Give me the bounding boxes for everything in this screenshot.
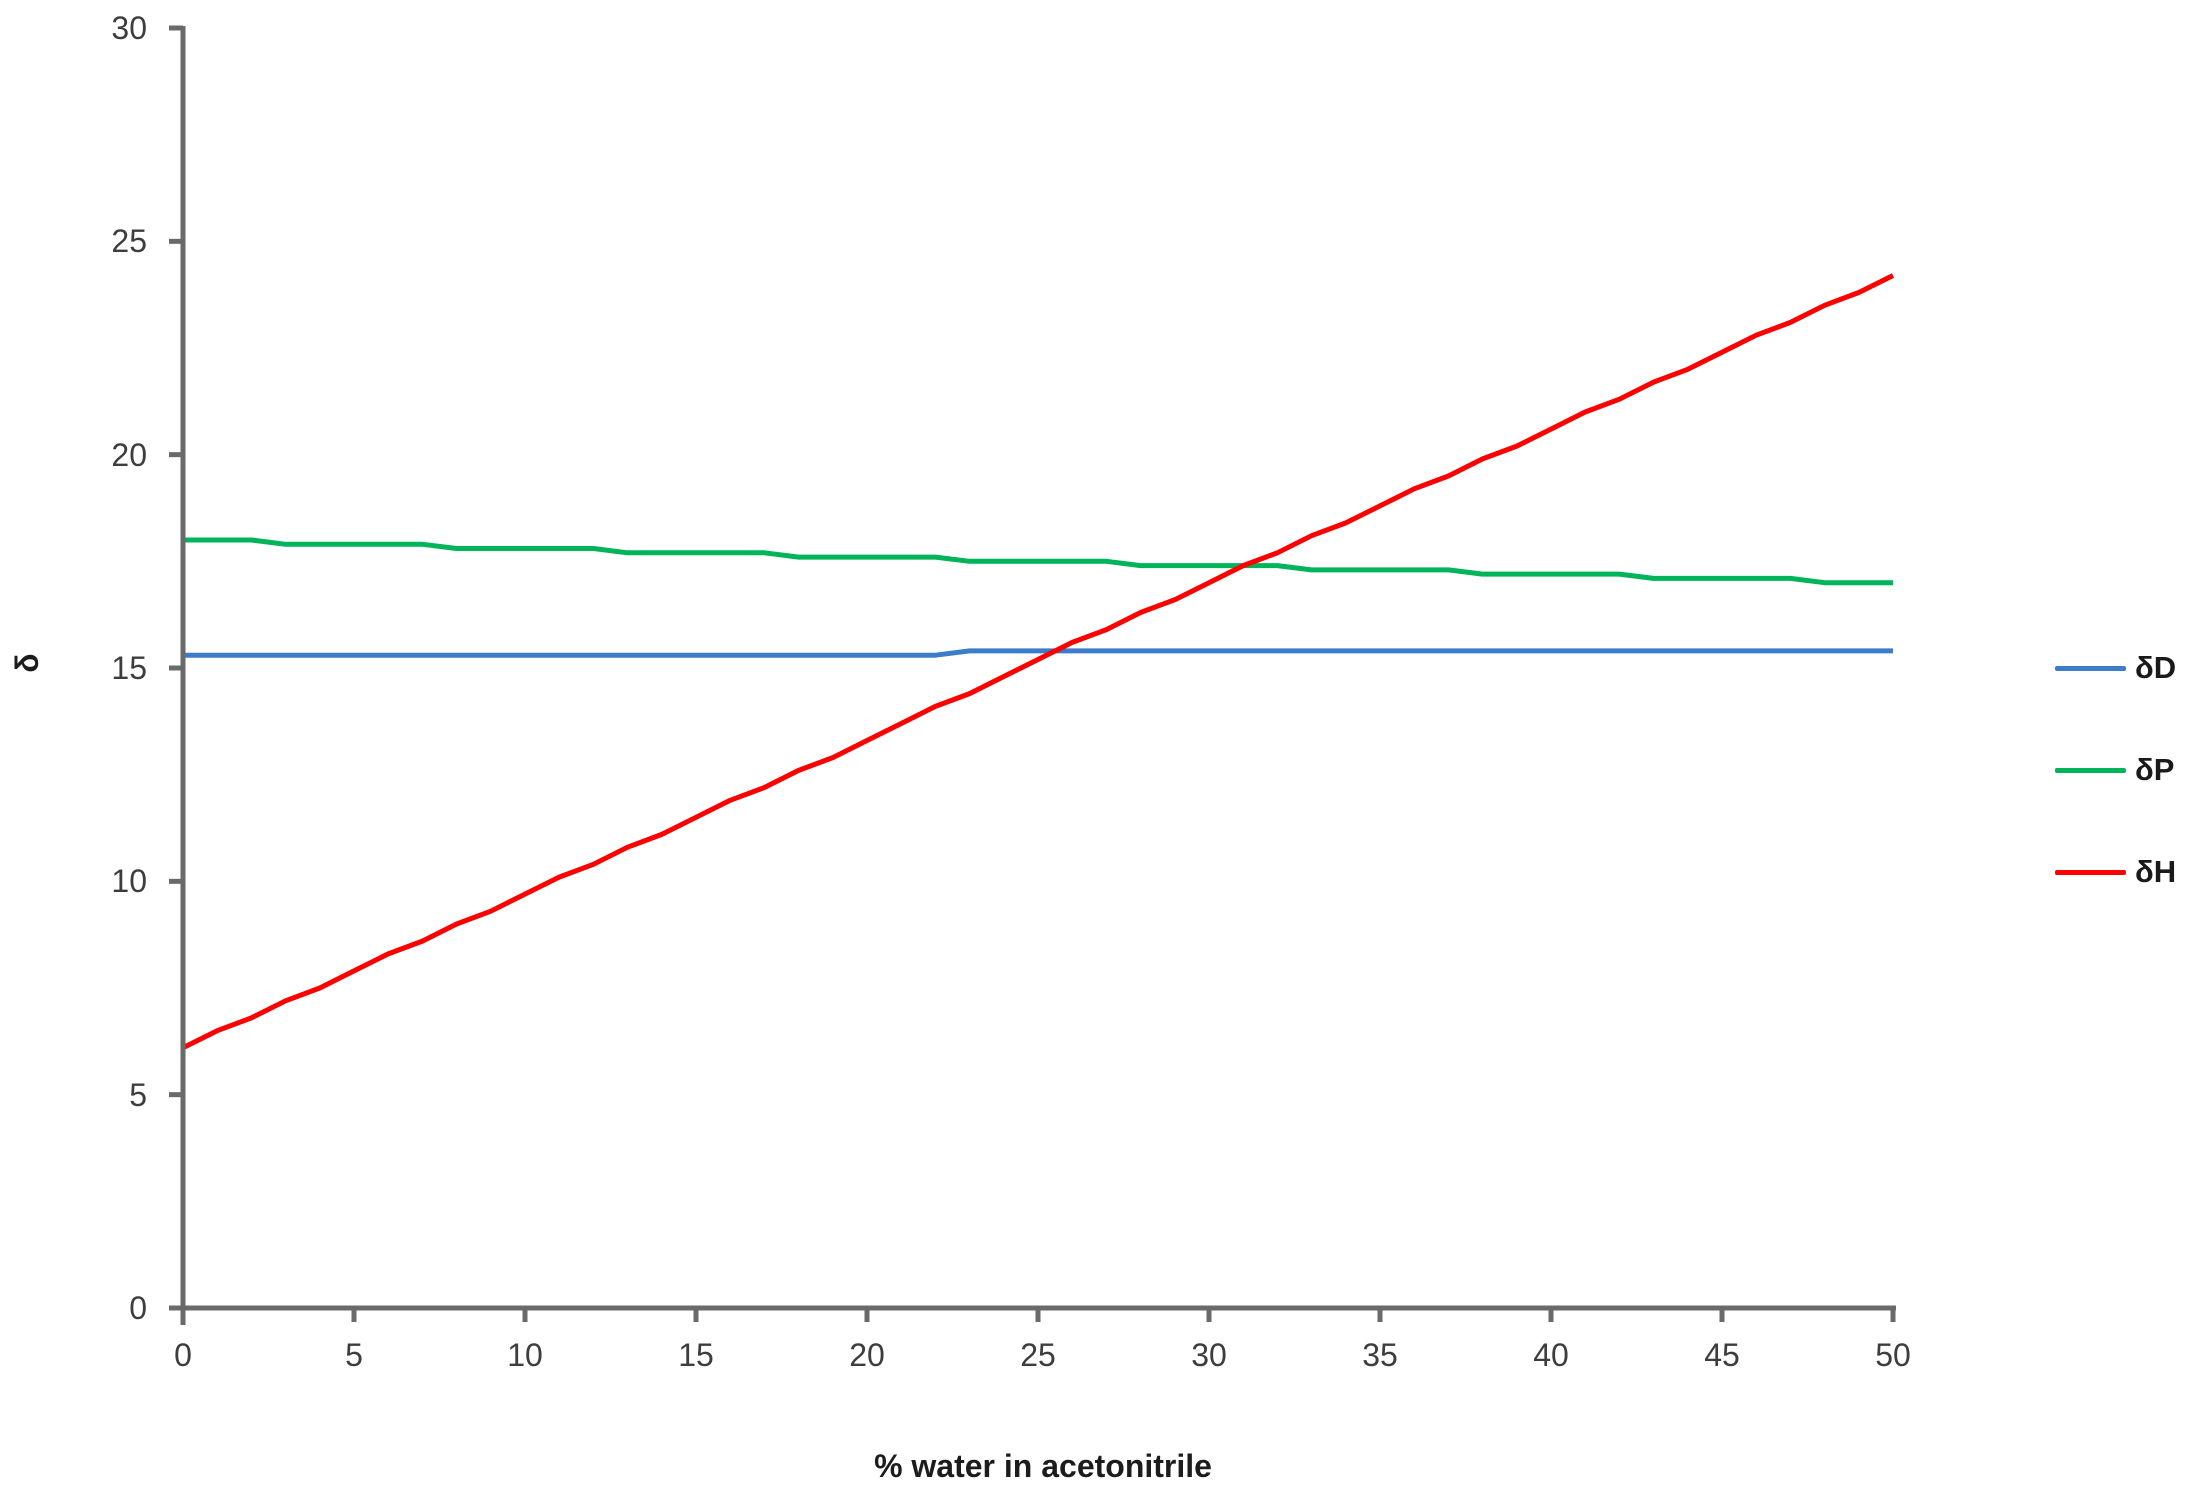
legend-swatch-delta-h	[2055, 869, 2126, 875]
x-axis-title: % water in acetonitrile	[874, 1448, 1212, 1484]
x-tick-label: 25	[1020, 1337, 1056, 1373]
legend-entry-delta-h: δH	[2055, 854, 2176, 890]
series-line-delta-h	[181, 273, 1895, 1050]
y-tick-label: 5	[129, 1077, 147, 1113]
legend-swatch-delta-p	[2055, 767, 2126, 773]
y-tick-label: 0	[129, 1290, 147, 1326]
legend: δD δP δH	[2055, 0, 2193, 1499]
y-tick-label: 10	[111, 863, 147, 899]
x-tick-label: 15	[678, 1337, 714, 1373]
series-line-delta-p	[183, 537, 1893, 586]
legend-label-delta-p: δP	[2135, 752, 2175, 787]
series-line-delta-d	[183, 648, 1893, 658]
x-tick-label: 5	[345, 1337, 363, 1373]
x-tick-label: 10	[507, 1337, 543, 1373]
y-axis-title: δ	[9, 653, 45, 673]
series-lines	[181, 273, 1895, 1050]
legend-entry-delta-p: δP	[2055, 752, 2174, 788]
x-tick-label: 0	[174, 1337, 192, 1373]
legend-label-delta-h: δH	[2135, 854, 2177, 889]
x-tick-label: 20	[849, 1337, 885, 1373]
y-tick-label: 30	[111, 10, 147, 46]
x-tick-label: 50	[1875, 1337, 1911, 1373]
x-tick-label: 40	[1533, 1337, 1569, 1373]
y-tick-label: 20	[111, 437, 147, 473]
axis-ticks	[169, 25, 1896, 1322]
y-tick-label: 15	[111, 650, 147, 686]
x-tick-label: 35	[1362, 1337, 1398, 1373]
legend-swatch-delta-d	[2055, 665, 2126, 671]
x-tick-label: 45	[1704, 1337, 1740, 1373]
legend-entry-delta-d: δD	[2055, 650, 2176, 686]
x-tick-label: 30	[1191, 1337, 1227, 1373]
y-tick-label: 25	[111, 223, 147, 259]
legend-label-delta-d: δD	[2135, 650, 2177, 685]
